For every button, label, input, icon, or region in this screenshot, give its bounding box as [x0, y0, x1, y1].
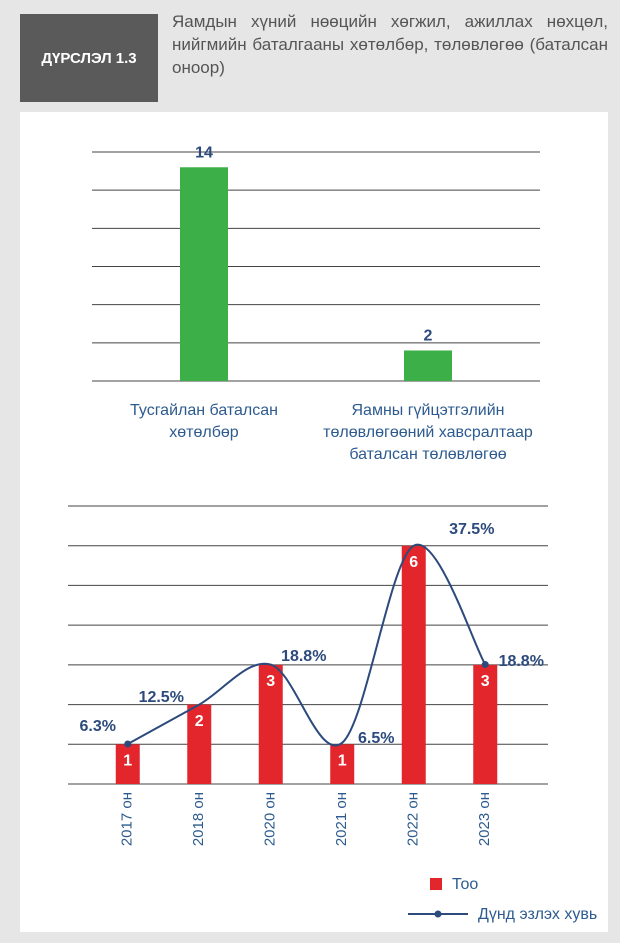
data-label: 18.8% — [281, 648, 326, 665]
bar — [401, 545, 426, 784]
x-tick-label: 2023 он — [476, 792, 493, 846]
bar — [330, 744, 355, 784]
legend-swatch — [430, 878, 442, 890]
legend-label: Тоо — [452, 876, 478, 893]
bar — [115, 744, 140, 784]
x-tick-label: 2021 он — [333, 792, 350, 846]
legend-label: Дүнд эзлэх хувь — [478, 906, 597, 923]
bar — [180, 167, 228, 381]
category-label: Тусгайлан баталсан хөтөлбөр — [130, 402, 278, 441]
line — [127, 543, 487, 747]
data-label: 12.5% — [139, 689, 184, 706]
bar — [187, 704, 212, 784]
point — [481, 661, 489, 669]
data-label: 14 — [195, 144, 213, 161]
x-tick-label: 2017 он — [119, 792, 136, 846]
figure-label: ДҮРСЛЭЛ 1.3 — [20, 14, 158, 102]
data-label: 6 — [409, 554, 418, 571]
bar — [258, 664, 283, 784]
x-tick-label: 2020 он — [262, 792, 279, 846]
data-label: 37.5% — [449, 521, 494, 538]
data-label: 6.3% — [80, 718, 116, 735]
category-label: Яамны гүйцэтгэлийн төлөвлөгөөний хавсрал… — [323, 402, 533, 463]
data-label: 2 — [195, 713, 204, 730]
figure-title: Яамдын хүний нөөцийн хөгжил, ажиллах нөх… — [172, 12, 608, 77]
data-label: 3 — [481, 673, 490, 690]
data-label: 6.5% — [358, 730, 394, 747]
data-label: 2 — [424, 328, 433, 345]
bar — [404, 350, 452, 381]
legend-marker — [434, 910, 442, 918]
data-label: 1 — [123, 753, 132, 770]
x-tick-label: 2022 он — [405, 792, 422, 846]
data-label: 1 — [338, 753, 347, 770]
data-label: 18.8% — [499, 653, 544, 670]
x-tick-label: 2018 он — [190, 792, 207, 846]
data-label: 3 — [266, 673, 275, 690]
panel — [20, 112, 608, 932]
point — [124, 740, 132, 748]
bar — [473, 664, 498, 784]
